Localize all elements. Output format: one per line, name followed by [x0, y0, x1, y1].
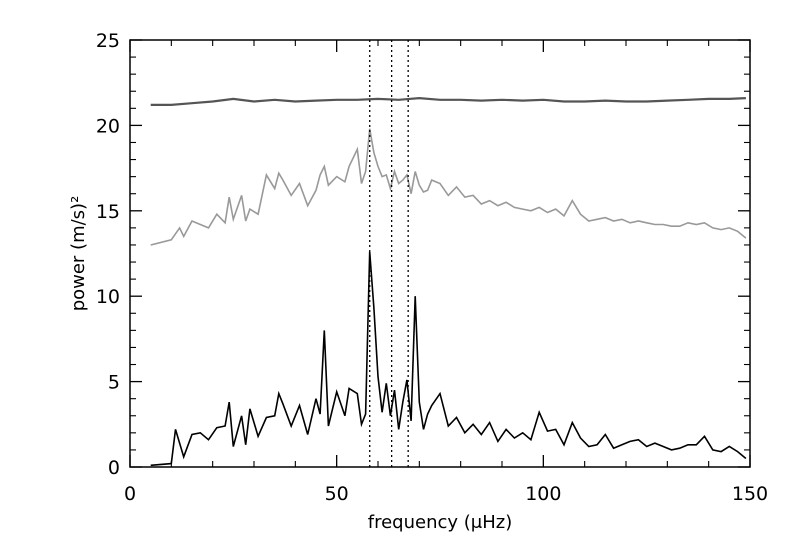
reference-lines-layer [369, 40, 409, 467]
y-tick-label: 5 [108, 372, 120, 394]
tick-layer: 0 50 100 150 0 5 10 15 20 25 [96, 30, 768, 505]
plot-frame [129, 39, 751, 468]
series-top-line [150, 96, 746, 106]
y-tick-label: 25 [96, 30, 120, 52]
x-tick-label: 150 [732, 483, 768, 505]
series-middle-line [150, 128, 747, 246]
x-tick-label: 100 [525, 483, 561, 505]
y-tick-label: 15 [96, 201, 120, 223]
y-tick-label: 10 [96, 286, 120, 308]
y-axis-label: power (m/s)² [68, 196, 89, 312]
y-tick-label: 20 [96, 115, 120, 137]
y-tick-label: 0 [108, 457, 120, 479]
x-axis-label: frequency (μHz) [368, 512, 512, 533]
series-bottom-line [150, 251, 747, 467]
x-tick-label: 50 [325, 483, 349, 505]
x-tick-label: 0 [124, 483, 136, 505]
series-layer [150, 96, 747, 467]
